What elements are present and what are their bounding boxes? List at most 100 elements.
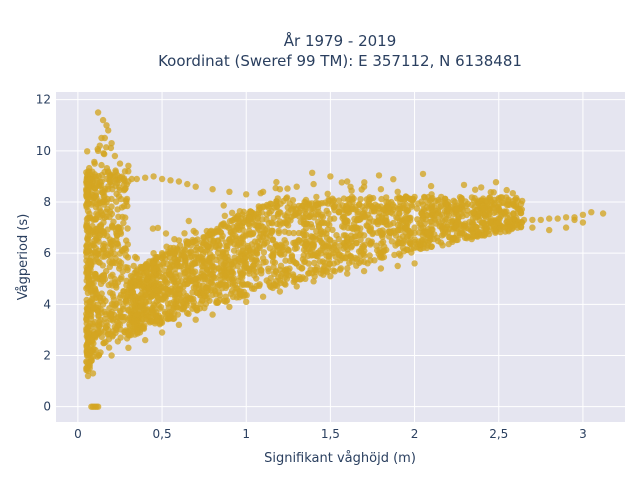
scatter-point <box>99 198 107 206</box>
scatter-point <box>394 262 401 270</box>
scatter-point <box>509 190 516 197</box>
scatter-point <box>130 318 137 325</box>
scatter-point <box>127 272 135 280</box>
scatter-point <box>419 224 427 231</box>
scatter-point <box>258 222 265 229</box>
scatter-point <box>138 296 146 303</box>
scatter-point <box>336 266 344 273</box>
scatter-point <box>453 221 460 229</box>
scatter-point <box>353 262 360 269</box>
scatter-point <box>229 293 237 301</box>
scatter-point <box>110 293 117 300</box>
scatter-point <box>208 232 215 239</box>
scatter-point <box>133 311 140 318</box>
scatter-point <box>348 187 355 194</box>
scatter-point <box>116 294 124 301</box>
scatter-point <box>436 203 443 211</box>
scatter-point <box>286 257 294 265</box>
scatter-point <box>206 255 213 262</box>
scatter-point <box>88 337 95 344</box>
scatter-point <box>108 178 115 185</box>
scatter-point <box>366 252 373 259</box>
scatter-point <box>108 352 115 359</box>
scatter-point <box>327 173 334 180</box>
scatter-point <box>438 211 446 218</box>
scatter-point <box>96 294 104 301</box>
scatter-point <box>293 244 300 252</box>
scatter-point <box>319 258 327 265</box>
scatter-point <box>282 281 289 288</box>
scatter-point <box>239 279 246 286</box>
scatter-point <box>276 186 284 193</box>
scatter-point <box>293 183 300 190</box>
scatter-point <box>394 240 401 247</box>
scatter-point <box>411 224 418 231</box>
scatter-point <box>108 195 115 203</box>
x-axis-title: Signifikant våghöjd (m) <box>264 451 416 466</box>
scatter-point <box>270 264 277 271</box>
scatter-point <box>250 229 257 237</box>
scatter-point <box>99 301 107 308</box>
scatter-point <box>470 233 477 240</box>
scatter-point <box>222 250 230 257</box>
scatter-point <box>285 247 292 254</box>
scatter-point <box>290 229 297 237</box>
scatter-point <box>276 218 284 225</box>
scatter-point <box>120 203 128 210</box>
scatter-point <box>111 152 119 160</box>
scatter-point <box>373 242 380 249</box>
scatter-point <box>118 274 125 281</box>
scatter-point <box>116 160 124 167</box>
scatter-point <box>116 321 124 328</box>
scatter-point <box>97 349 104 356</box>
scatter-point <box>324 190 331 197</box>
scatter-point <box>126 283 133 290</box>
scatter-point <box>94 308 102 316</box>
scatter-point <box>149 275 157 282</box>
scatter-point <box>297 275 305 283</box>
scatter-point <box>367 195 374 203</box>
scatter-point <box>340 232 348 239</box>
scatter-point <box>310 278 317 285</box>
scatter-point <box>180 267 187 274</box>
scatter-point <box>101 308 108 315</box>
scatter-point <box>375 172 383 179</box>
scatter-point <box>360 183 368 190</box>
scatter-point <box>507 224 514 231</box>
scatter-point <box>411 193 418 201</box>
scatter-point <box>222 260 229 267</box>
scatter-point <box>335 197 343 204</box>
scatter-point <box>150 267 157 274</box>
scatter-point <box>327 273 334 280</box>
scatter-point <box>344 178 351 185</box>
scatter-point <box>166 271 173 278</box>
scatter-point <box>93 250 100 257</box>
scatter-point <box>149 309 156 316</box>
scatter-point <box>156 286 164 293</box>
scatter-point <box>313 193 320 201</box>
scatter-point <box>175 321 183 328</box>
scatter-point <box>285 209 292 216</box>
scatter-point <box>290 212 298 219</box>
scatter-point <box>325 210 332 217</box>
x-tick-label: 2 <box>411 427 419 441</box>
scatter-point <box>259 255 267 262</box>
scatter-point <box>403 225 410 233</box>
scatter-point <box>414 216 421 223</box>
scatter-point <box>199 267 206 274</box>
scatter-point <box>408 249 415 256</box>
scatter-point <box>273 203 280 211</box>
scatter-point <box>167 314 174 321</box>
scatter-point <box>162 230 170 237</box>
scatter-point <box>130 298 137 305</box>
scatter-point <box>335 252 343 259</box>
scatter-point <box>403 201 410 208</box>
scatter-point <box>113 198 120 205</box>
scatter-point <box>269 227 276 234</box>
scatter-point <box>209 270 216 277</box>
scatter-point <box>348 244 355 251</box>
scatter-point <box>101 240 108 248</box>
x-tick-label: 3 <box>579 427 587 441</box>
scatter-point <box>380 253 388 261</box>
